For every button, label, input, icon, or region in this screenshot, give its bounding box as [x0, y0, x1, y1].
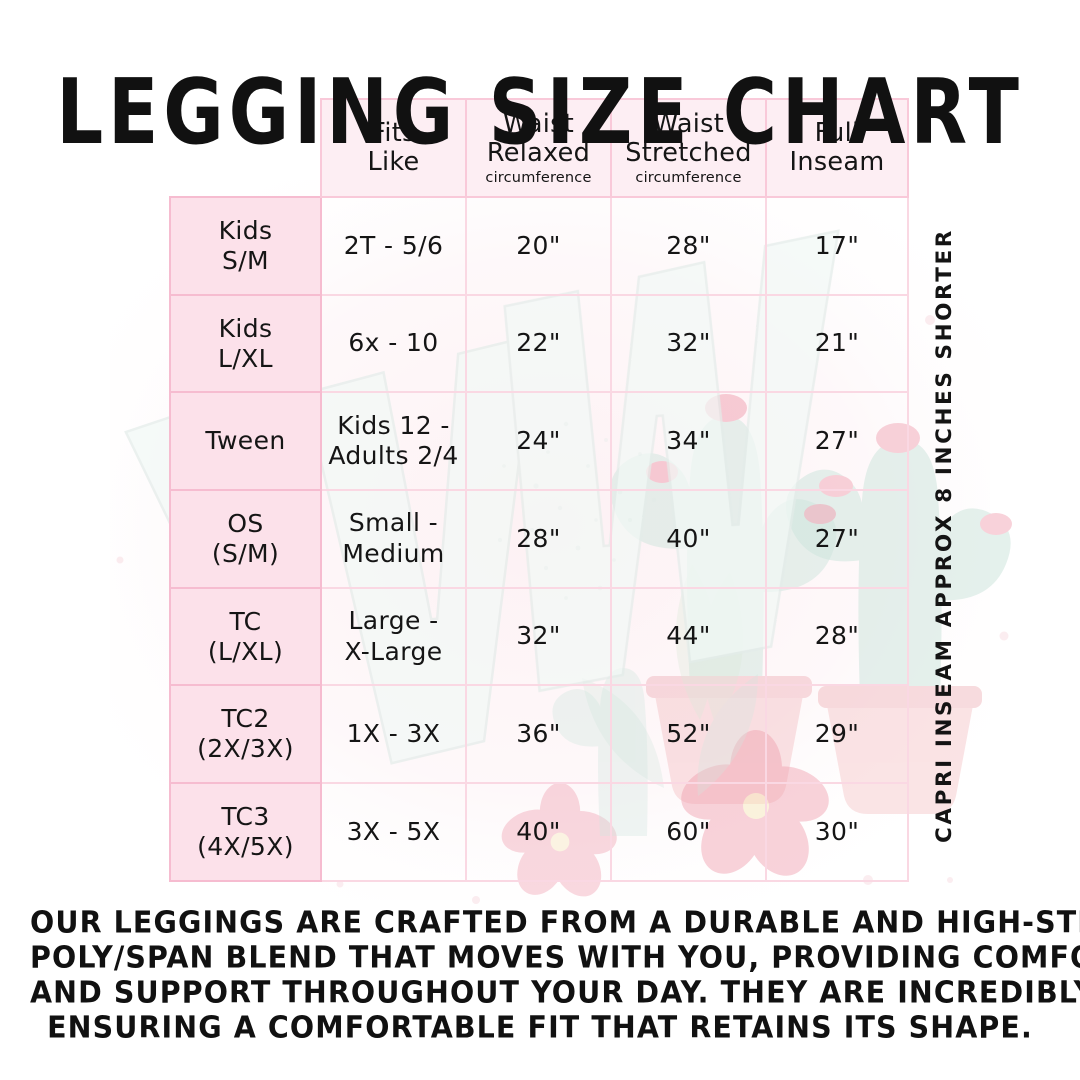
footer-description: OUR LEGGINGS ARE CRAFTED FROM A DURABLE … [30, 905, 1080, 1045]
size-line-1: TC3 [221, 801, 270, 831]
table-row: Kids L/XL 6x - 10 22" 32" 21" [169, 293, 909, 394]
footer-line-2: POLY/SPAN BLEND THAT MOVES WITH YOU, PRO… [30, 940, 1080, 975]
size-line-1: Kids [218, 313, 273, 343]
header-subtext: circumference [635, 169, 742, 186]
header-line-1: Waist [502, 108, 575, 139]
cell-full-inseam: 21" [765, 293, 909, 394]
cell-full-inseam: 28" [765, 586, 909, 687]
fits-line-1: 3X - 5X [346, 816, 441, 846]
header-line-2: Inseam [789, 147, 885, 177]
size-line-2: S/M [221, 245, 270, 275]
cell-waist-stretched: 28" [610, 196, 767, 296]
capri-inseam-note-text: CAPRI INSEAM APPROX 8 INCHES SHORTER [931, 227, 957, 843]
fits-line-2: Adults 2/4 [328, 441, 459, 471]
cell-waist-relaxed: 20" [465, 196, 612, 296]
table-row: TC3 (4X/5X) 3X - 5X 40" 60" 30" [169, 782, 909, 882]
cell-full-inseam: 27" [765, 489, 909, 589]
footer-line-4: ENSURING A COMFORTABLE FIT THAT RETAINS … [47, 1010, 1033, 1045]
cell-waist-relaxed: 28" [465, 489, 612, 589]
fits-line-1: 1X - 3X [346, 719, 441, 749]
header-line-2: Like [367, 147, 420, 177]
cell-full-inseam: 29" [765, 684, 909, 785]
header-line-1: Full [814, 117, 860, 148]
cell-size: TC3 (4X/5X) [169, 782, 322, 882]
footer-line-1: OUR LEGGINGS ARE CRAFTED FROM A DURABLE … [30, 905, 1080, 940]
cell-size: Kids L/XL [169, 293, 322, 394]
size-line-2: L/XL [217, 343, 273, 373]
cell-waist-stretched: 32" [610, 293, 767, 394]
size-line-1: TC [229, 606, 262, 636]
cell-size: TC2 (2X/3X) [169, 684, 322, 785]
header-line-1: Fits [371, 117, 416, 148]
size-line-2: (2X/3X) [197, 734, 294, 764]
header-line-1: Waist [652, 108, 725, 139]
cell-full-inseam: 30" [765, 782, 909, 882]
fits-line-1: Large - [348, 606, 439, 636]
fits-line-1: Small - [348, 508, 439, 538]
table-row: TC2 (2X/3X) 1X - 3X 36" 52" 29" [169, 684, 909, 785]
cell-fits-like: Small - Medium [320, 489, 467, 589]
cell-size: TC (L/XL) [169, 586, 322, 687]
cell-waist-relaxed: 40" [465, 782, 612, 882]
page-title: LEGGING SIZE CHART [56, 58, 1024, 164]
legging-size-chart-table: Fits Like Waist Relaxed circumference Wa… [169, 98, 909, 882]
cell-fits-like: 6x - 10 [320, 293, 467, 394]
size-line-1: TC2 [221, 704, 270, 734]
header-line-2: Stretched [625, 137, 752, 168]
table-row: TC (L/XL) Large - X-Large 32" 44" 28" [169, 586, 909, 687]
fits-line-1: 6x - 10 [348, 328, 439, 358]
cell-size: OS (S/M) [169, 489, 322, 589]
table-row: Kids S/M 2T - 5/6 20" 28" 17" [169, 196, 909, 296]
cell-full-inseam: 17" [765, 196, 909, 296]
size-line-2: (S/M) [211, 538, 280, 568]
size-line-1: Kids [218, 215, 273, 245]
header-subtext: circumference [485, 169, 592, 186]
cell-waist-relaxed: 24" [465, 391, 612, 492]
cell-fits-like: 2T - 5/6 [320, 196, 467, 296]
cell-fits-like: 1X - 3X [320, 684, 467, 785]
cell-waist-relaxed: 36" [465, 684, 612, 785]
cell-size: Kids S/M [169, 196, 322, 296]
cell-waist-stretched: 40" [610, 489, 767, 589]
size-line-2: (4X/5X) [197, 831, 294, 861]
cell-waist-stretched: 44" [610, 586, 767, 687]
table-row: OS (S/M) Small - Medium 28" 40" 27" [169, 489, 909, 589]
cell-waist-relaxed: 32" [465, 586, 612, 687]
cell-waist-stretched: 52" [610, 684, 767, 785]
fits-line-2: Medium [342, 538, 445, 568]
fits-line-1: Kids 12 - [337, 410, 450, 440]
footer-line-3: AND SUPPORT THROUGHOUT YOUR DAY. THEY AR… [30, 975, 1080, 1010]
capri-inseam-note: CAPRI INSEAM APPROX 8 INCHES SHORTER [918, 228, 970, 843]
size-line-1: OS [227, 508, 264, 538]
fits-line-2: X-Large [344, 636, 443, 666]
header-line-2: Relaxed [486, 137, 591, 168]
cell-full-inseam: 27" [765, 391, 909, 492]
size-line-1: Tween [205, 426, 286, 456]
cell-waist-stretched: 60" [610, 782, 767, 882]
fits-line-1: 2T - 5/6 [343, 230, 444, 260]
table-row: Tween Kids 12 - Adults 2/4 24" 34" 27" [169, 391, 909, 492]
cell-fits-like: Large - X-Large [320, 586, 467, 687]
size-line-2: (L/XL) [207, 636, 284, 666]
cell-fits-like: Kids 12 - Adults 2/4 [320, 391, 467, 492]
cell-waist-relaxed: 22" [465, 293, 612, 394]
cell-waist-stretched: 34" [610, 391, 767, 492]
cell-size: Tween [169, 391, 322, 492]
cell-fits-like: 3X - 5X [320, 782, 467, 882]
